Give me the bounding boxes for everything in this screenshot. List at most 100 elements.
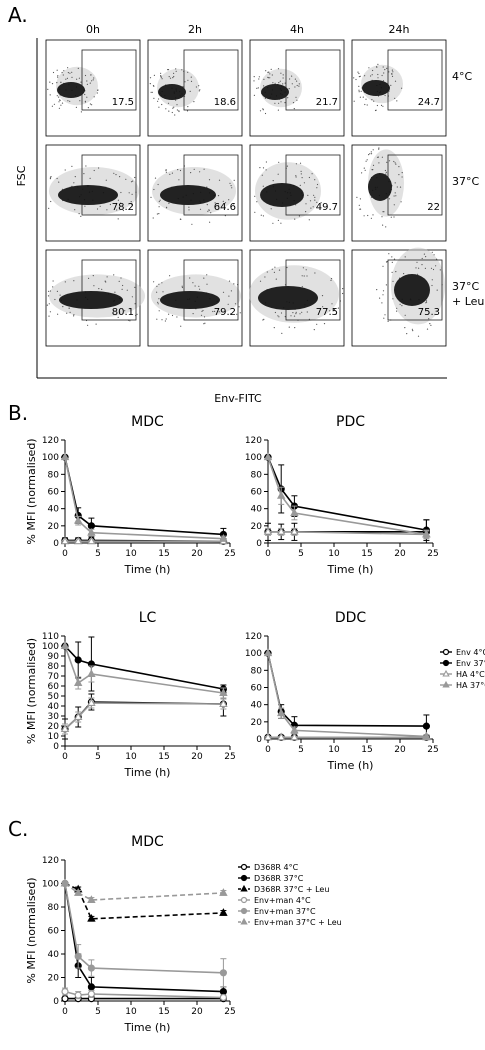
flow-event-dot bbox=[227, 303, 229, 305]
flow-event-dot bbox=[430, 267, 433, 269]
flow-event-dot bbox=[132, 180, 134, 182]
flow-event-dot bbox=[263, 78, 265, 80]
flow-event-dot bbox=[393, 258, 396, 260]
flow-event-dot bbox=[384, 69, 386, 71]
flow-event-dot bbox=[288, 88, 290, 90]
flow-event-dot bbox=[153, 74, 155, 76]
flow-event-dot bbox=[189, 90, 191, 92]
flow-event-dot bbox=[270, 208, 272, 210]
flow-event-dot bbox=[376, 289, 378, 291]
flow-event-dot bbox=[381, 74, 383, 77]
data-point bbox=[219, 908, 228, 916]
flow-event-dot bbox=[193, 168, 195, 170]
chart-y-tick-label: 70 bbox=[48, 672, 60, 682]
data-point bbox=[263, 527, 273, 535]
chart-x-tick-label: 20 bbox=[394, 549, 406, 559]
flow-event-dot bbox=[394, 162, 396, 164]
flow-event-dot bbox=[218, 311, 220, 313]
flow-event-dot bbox=[282, 83, 284, 85]
flow-event-dot bbox=[398, 166, 400, 168]
flow-event-dot bbox=[192, 313, 194, 315]
flow-event-dot bbox=[330, 278, 333, 280]
data-point bbox=[290, 508, 299, 516]
flow-event-dot bbox=[160, 72, 162, 74]
flow-event-dot bbox=[106, 276, 108, 278]
flow-density-core bbox=[260, 183, 304, 207]
flow-event-dot bbox=[399, 303, 401, 305]
flow-event-dot bbox=[212, 310, 214, 313]
flow-event-dot bbox=[173, 75, 175, 78]
flow-event-dot bbox=[396, 186, 398, 188]
flow-event-dot bbox=[49, 178, 52, 180]
flow-event-dot bbox=[281, 332, 283, 334]
chart-y-tick-label: 110 bbox=[42, 632, 59, 642]
flow-event-dot bbox=[385, 284, 387, 286]
flow-event-dot bbox=[195, 86, 197, 88]
flow-event-dot bbox=[98, 167, 100, 169]
flow-event-dot bbox=[382, 290, 385, 292]
flow-event-dot bbox=[254, 195, 256, 197]
flow-event-dot bbox=[214, 310, 216, 312]
flow-event-dot bbox=[358, 76, 360, 78]
series-line bbox=[267, 456, 427, 531]
chart-legend: Env 4°C Env 37°C HA 4°C HA 37°C bbox=[440, 648, 485, 690]
flow-event-dot bbox=[365, 98, 367, 100]
flow-event-dot bbox=[267, 77, 270, 79]
flow-event-dot bbox=[224, 202, 227, 204]
chart-x-tick-label: 5 bbox=[95, 1007, 101, 1017]
flow-event-dot bbox=[378, 147, 380, 149]
flow-event-dot bbox=[48, 207, 50, 209]
chart-x-tick-label: 10 bbox=[125, 752, 137, 762]
flow-gate-percentage: 78.2 bbox=[112, 202, 134, 213]
flow-event-dot bbox=[150, 196, 152, 198]
flow-event-dot bbox=[203, 316, 206, 318]
flow-event-dot bbox=[305, 211, 307, 213]
chart-x-tick-label: 20 bbox=[191, 1007, 203, 1017]
series-line bbox=[64, 457, 224, 536]
flow-gate bbox=[183, 49, 239, 111]
flow-event-dot bbox=[106, 209, 108, 211]
flow-event-dot bbox=[275, 278, 277, 280]
flow-event-dot bbox=[404, 314, 406, 316]
flow-event-dot bbox=[74, 176, 76, 178]
flow-event-dot bbox=[295, 96, 297, 98]
chart-xlabel: Time (h) bbox=[124, 766, 171, 779]
flow-event-dot bbox=[330, 279, 332, 281]
flow-event-dot bbox=[56, 95, 58, 97]
flow-event-dot bbox=[158, 206, 160, 208]
chart-y-tick-label: 100 bbox=[245, 649, 262, 659]
chart-title: MDC bbox=[131, 414, 164, 430]
flow-event-dot bbox=[171, 314, 174, 317]
flow-event-dot bbox=[367, 214, 369, 217]
chart-x-tick-label: 10 bbox=[328, 745, 340, 755]
flow-event-dot bbox=[282, 77, 284, 79]
flow-event-dot bbox=[150, 91, 152, 93]
flow-event-dot bbox=[291, 75, 293, 77]
flow-event-dot bbox=[207, 210, 209, 212]
flow-gate-percentage: 21.7 bbox=[316, 97, 338, 108]
flow-event-dot bbox=[301, 275, 303, 277]
flow-event-dot bbox=[359, 75, 361, 77]
chart-x-tick-label: 20 bbox=[394, 745, 406, 755]
flow-event-dot bbox=[433, 254, 435, 256]
series-line bbox=[64, 883, 224, 993]
flow-event-dot bbox=[157, 301, 159, 303]
flow-event-dot bbox=[428, 318, 430, 320]
flow-event-dot bbox=[293, 108, 295, 110]
flow-event-dot bbox=[370, 75, 372, 77]
flow-event-dot bbox=[59, 99, 61, 102]
flow-plot: 79.2 bbox=[147, 249, 243, 347]
flow-event-dot bbox=[203, 323, 205, 325]
chart-ylabel: % MFI (normalised) bbox=[25, 877, 38, 983]
flow-event-dot bbox=[158, 106, 160, 108]
flow-event-dot bbox=[342, 292, 344, 295]
flow-event-dot bbox=[390, 84, 392, 86]
flow-event-dot bbox=[280, 101, 282, 103]
flow-event-dot bbox=[206, 204, 208, 206]
flow-event-dot bbox=[309, 200, 312, 202]
legend-marker bbox=[240, 896, 248, 904]
flow-event-dot bbox=[175, 68, 177, 70]
flow-event-dot bbox=[158, 310, 160, 312]
flow-event-dot bbox=[268, 71, 270, 73]
chart-y-tick-label: 60 bbox=[251, 488, 263, 498]
